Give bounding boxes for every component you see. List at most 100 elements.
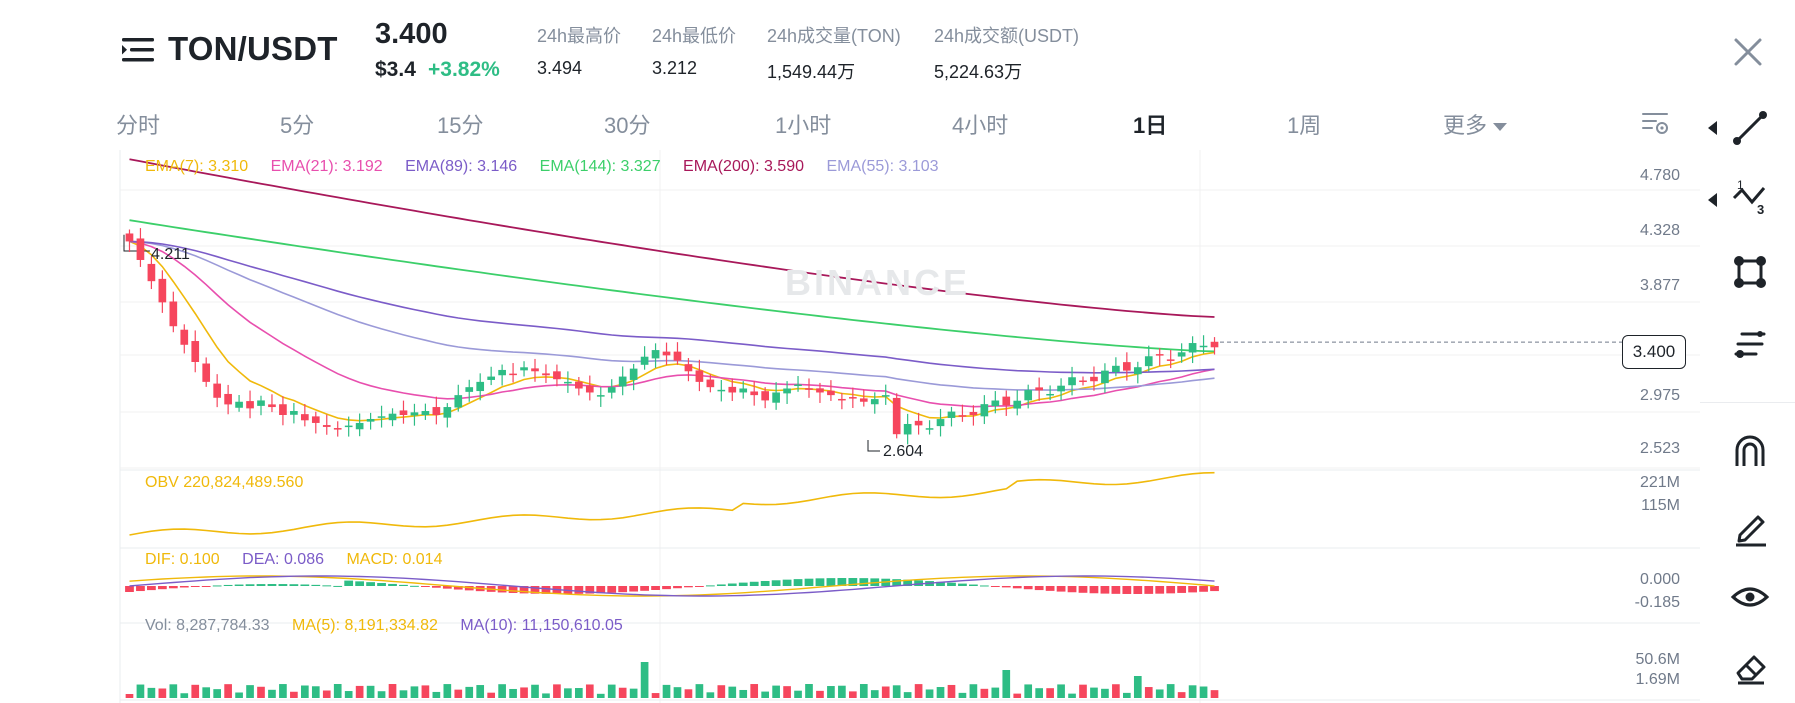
candle-body <box>564 381 572 384</box>
pencil-icon[interactable] <box>1728 505 1772 549</box>
stat-value: 3.212 <box>652 58 698 78</box>
candle-body <box>454 395 463 408</box>
candle-body <box>257 400 265 406</box>
chart-settings-icon[interactable] <box>1640 108 1670 138</box>
tab-1h[interactable]: 1小时 <box>775 113 832 138</box>
candle-body <box>158 278 167 303</box>
stat-24h-low: 24h最低价 3.212 <box>652 22 736 79</box>
candle-body <box>421 411 430 416</box>
candle-body <box>553 371 561 380</box>
macd-bar <box>223 584 233 586</box>
candle-body <box>344 425 353 428</box>
shapes-icon[interactable] <box>1728 250 1772 294</box>
vol-label: Vol: 8,287,784.33 <box>145 617 270 634</box>
candle-body <box>377 416 386 418</box>
macd-bar <box>311 584 321 586</box>
tab-1w[interactable]: 1周 <box>1287 113 1322 138</box>
menu-icon[interactable] <box>120 32 156 68</box>
macd-bar <box>136 586 145 592</box>
candle-body <box>1155 354 1164 356</box>
candle-body <box>487 376 495 380</box>
pair-title[interactable]: TON/USDT <box>168 30 338 67</box>
tab-30m[interactable]: 30分 <box>604 113 651 138</box>
volume-bar <box>1079 684 1087 698</box>
candle-body <box>892 397 901 435</box>
candle-body <box>925 428 934 430</box>
price-axis-label: 4.328 <box>1639 222 1680 239</box>
volume-bar <box>684 689 693 698</box>
macd-bar <box>859 578 869 586</box>
volume-bar <box>969 684 978 698</box>
candle-body <box>147 263 156 282</box>
volume-bar <box>947 684 956 698</box>
fibonacci-icon[interactable]: 13 <box>1728 176 1772 220</box>
toolbar-divider <box>1700 402 1795 403</box>
volume-bar <box>333 684 342 698</box>
volume-bar <box>465 686 474 698</box>
candle-body <box>498 369 506 376</box>
tab-5m[interactable]: 5分 <box>280 113 315 138</box>
candle-body <box>290 411 298 415</box>
volume-bar <box>136 684 145 698</box>
ema-7-label: EMA(7): 3.310 <box>145 158 249 175</box>
candlestick-chart[interactable] <box>0 150 1700 703</box>
tab-4h[interactable]: 4小时 <box>952 113 1009 138</box>
eye-icon[interactable] <box>1728 575 1772 619</box>
macd-bar <box>793 579 803 586</box>
macd-bar <box>497 586 507 593</box>
candle-body <box>268 404 276 408</box>
ema-144-label: EMA(144): 3.327 <box>539 158 661 175</box>
ema-line <box>129 219 1215 353</box>
volume-bar <box>301 685 309 698</box>
expand-caret-icon[interactable] <box>1708 121 1717 135</box>
close-icon[interactable] <box>1728 32 1768 72</box>
macd-bar <box>837 578 847 586</box>
indicators-icon[interactable] <box>1728 322 1772 366</box>
volume-bar <box>366 685 375 698</box>
volume-bar <box>750 684 759 698</box>
macd-bar <box>1089 586 1099 594</box>
trend-line-icon[interactable] <box>1728 106 1772 150</box>
volume-bar <box>1155 689 1164 698</box>
macd-bar <box>388 583 397 586</box>
macd-bar <box>1144 586 1154 594</box>
ema-line <box>129 240 1215 422</box>
volume-bar <box>399 690 408 698</box>
expand-caret-icon[interactable] <box>1708 193 1717 207</box>
macd-bar <box>421 586 430 587</box>
candle-body <box>169 301 178 327</box>
candle-body <box>333 428 342 430</box>
macd-axis-label: -0.185 <box>1634 594 1680 611</box>
volume-bar <box>629 688 638 698</box>
tab-15m[interactable]: 15分 <box>437 113 484 138</box>
candle-body <box>662 351 671 356</box>
volume-bar <box>1068 693 1076 698</box>
candle-body <box>1199 345 1208 348</box>
macd-bar <box>289 584 299 586</box>
macd-bar <box>760 580 770 586</box>
tab-more[interactable]: 更多 <box>1443 108 1508 140</box>
macd-bar <box>355 581 365 586</box>
volume-bar <box>607 684 616 698</box>
candle-body <box>585 385 594 393</box>
candle-body <box>180 329 189 345</box>
volume-bar <box>662 684 671 698</box>
macd-bar <box>574 586 584 594</box>
obv-legend: OBV 220,824,489.560 <box>145 474 304 491</box>
macd-bar <box>453 586 463 590</box>
candle-body <box>1210 341 1219 348</box>
candle-body <box>1144 356 1153 367</box>
tab-1d[interactable]: 1日 <box>1133 113 1168 138</box>
magnet-icon[interactable] <box>1728 430 1772 474</box>
macd-bar <box>190 586 200 587</box>
tab-line[interactable]: 分时 <box>116 113 161 138</box>
macd-bar <box>1100 586 1110 594</box>
eraser-icon[interactable] <box>1728 645 1772 689</box>
macd-bar <box>1023 586 1033 590</box>
macd-bar <box>366 582 375 586</box>
volume-bar <box>322 690 331 698</box>
candle-body <box>816 388 824 393</box>
obv-line <box>129 471 1215 536</box>
volume-bar <box>268 689 276 698</box>
stat-label: 24h最高价 <box>537 26 622 46</box>
